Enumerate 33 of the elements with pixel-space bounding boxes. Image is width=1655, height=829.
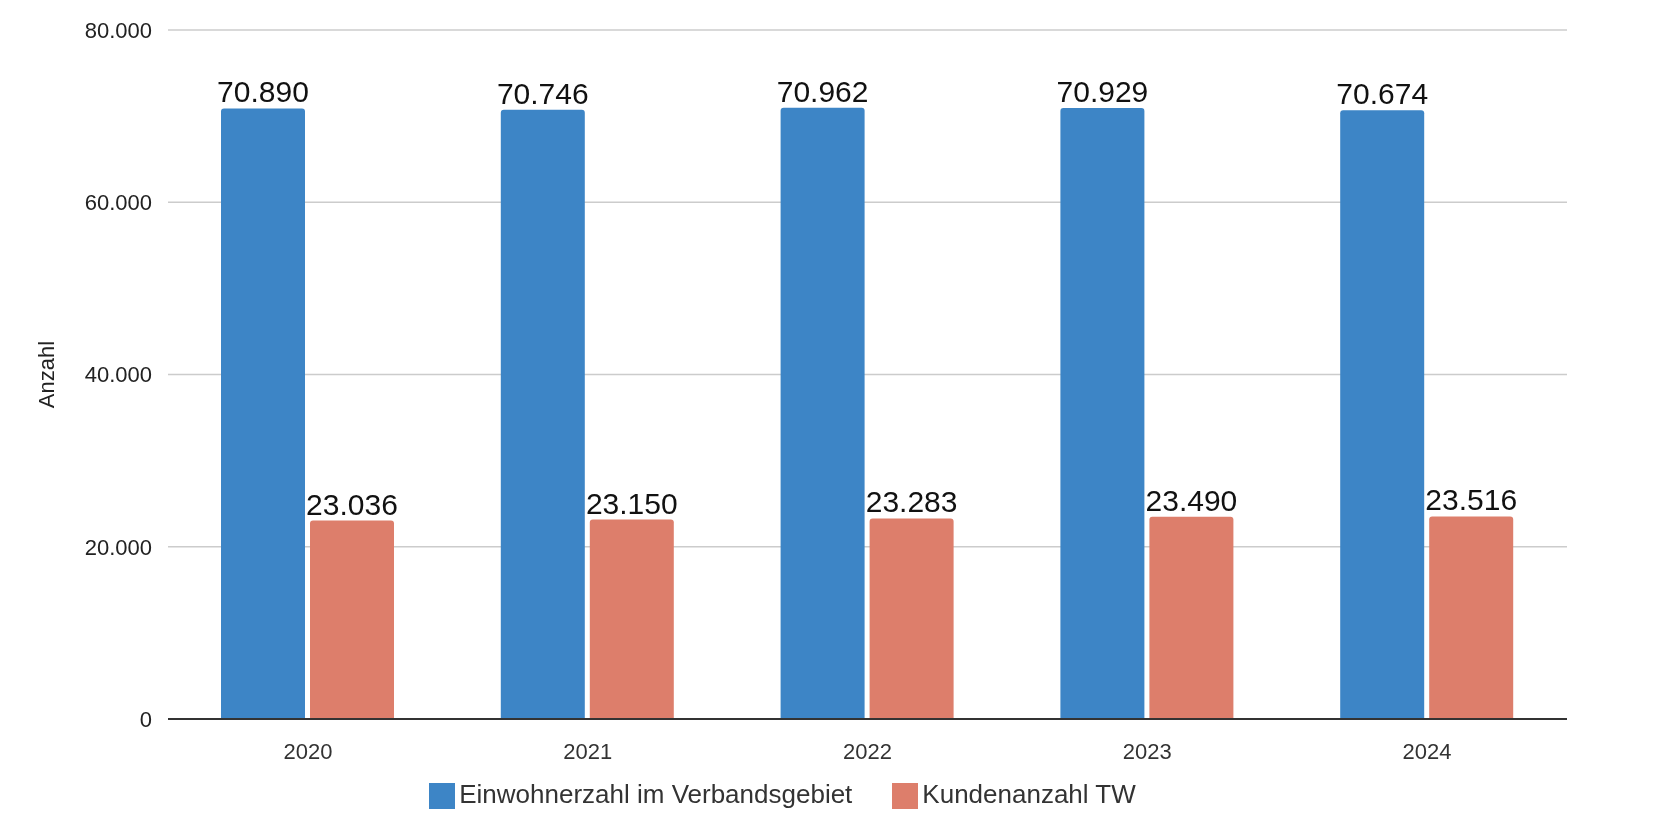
bar <box>780 107 865 719</box>
x-tick-label: 2024 <box>1402 738 1452 764</box>
x-tick-label: 2022 <box>843 738 892 764</box>
bar <box>221 108 305 719</box>
data-label: 70.746 <box>496 76 589 110</box>
data-label: 23.283 <box>865 485 958 519</box>
bar <box>1340 110 1425 719</box>
x-tick-label: 2020 <box>283 738 333 764</box>
y-tick-label: 40.000 <box>84 362 152 388</box>
bar <box>589 519 674 719</box>
legend-label: Einwohnerzahl im Verbandsgebiet <box>459 779 853 809</box>
y-tick-label: 80.000 <box>84 17 152 43</box>
data-label: 70.890 <box>217 75 309 109</box>
bar <box>1060 108 1145 719</box>
bar <box>1429 516 1514 719</box>
y-tick-label: 60.000 <box>84 190 152 216</box>
bar <box>869 518 954 719</box>
y-tick-label: 20.000 <box>84 534 152 560</box>
x-tick-label: 2021 <box>563 738 613 764</box>
x-tick-label: 2023 <box>1122 738 1172 764</box>
bar <box>1149 516 1234 719</box>
data-label: 70.929 <box>1056 75 1149 109</box>
data-label: 23.516 <box>1425 483 1518 517</box>
y-axis-title: Anzahl <box>33 340 59 409</box>
data-label: 70.674 <box>1336 77 1429 111</box>
y-tick-label: 0 <box>139 706 152 732</box>
bar <box>310 520 394 719</box>
data-label: 23.036 <box>306 487 398 521</box>
bar <box>500 109 585 719</box>
data-label: 23.150 <box>585 486 678 520</box>
data-label: 23.490 <box>1145 483 1238 517</box>
legend-label: Kundenanzahl TW <box>922 779 1136 809</box>
data-label: 70.962 <box>776 74 869 108</box>
